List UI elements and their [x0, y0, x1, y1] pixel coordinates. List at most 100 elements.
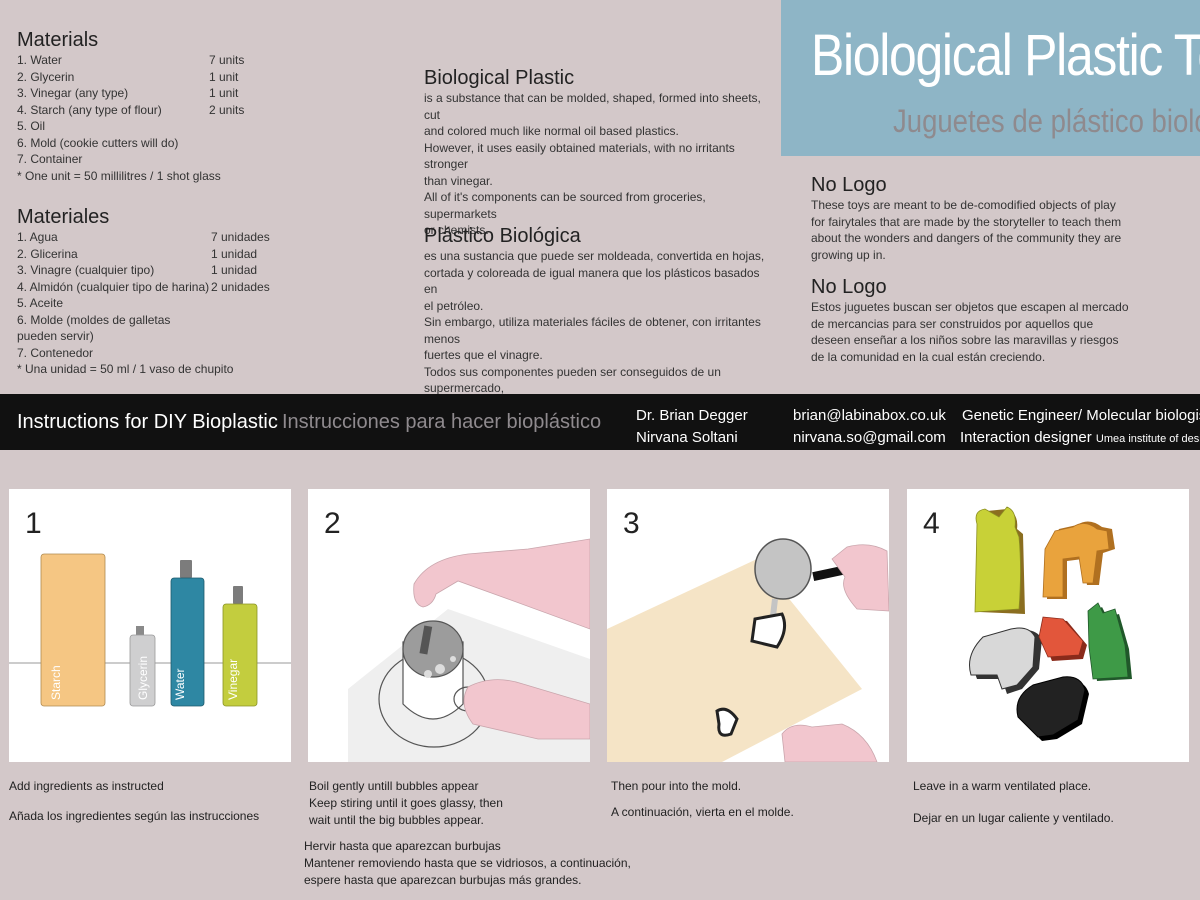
- step-3-caption-es: A continuación, vierta en el molde.: [611, 804, 794, 821]
- material-item: 6. Molde (moldes de galletas pueden serv…: [17, 312, 397, 345]
- author-2: Nirvana Soltani: [636, 429, 738, 446]
- material-qty: 1 unit: [209, 86, 239, 100]
- cup-contents: [402, 620, 464, 678]
- step-2-number: 2: [324, 507, 341, 540]
- bear-toy: [1016, 676, 1086, 738]
- bubble: [424, 670, 432, 678]
- caption-line: Then pour into the mold.: [611, 779, 742, 793]
- boiling-illustration: [348, 538, 590, 762]
- holding-hand: [781, 723, 878, 762]
- step-3-caption-en: Then pour into the mold.: [611, 778, 741, 795]
- ingredients-illustration: Starch Glycerin Water Vinegar: [9, 553, 291, 707]
- title-en: Biological Plastic Toys: [811, 23, 1200, 88]
- text-line: deseen enseñar a los niños sobre las mar…: [811, 333, 1119, 347]
- step-2-caption-en: Boil gently untill bubbles appear Keep s…: [309, 778, 503, 829]
- material-name: 2. Glycerin: [17, 69, 75, 84]
- material-name: 7. Container: [17, 152, 83, 166]
- bio-en-text: is a substance that can be molded, shape…: [424, 90, 774, 239]
- caption-line: Dejar en un lugar caliente y ventilado.: [913, 811, 1114, 825]
- mold-shape-1: [750, 612, 787, 649]
- material-name: 1. Agua: [17, 230, 58, 244]
- caption-line: Boil gently untill bubbles appear: [309, 779, 479, 793]
- text-line: Estos juguetes buscan ser objetos que es…: [811, 300, 1129, 314]
- material-item: 4. Starch (any type of flour) 2 units: [17, 102, 397, 119]
- vinegar-cap: [233, 586, 243, 604]
- bio-en-heading: Biological Plastic: [424, 67, 575, 89]
- material-item: 1. Water 7 units: [17, 52, 397, 69]
- step-1-caption-es: Añada los ingredientes según las instruc…: [9, 808, 259, 825]
- materials-en-list: 1. Water 7 units 2. Glycerin 1 unit 3. Vineg…: [17, 52, 397, 168]
- role-2: Interaction designer: [960, 429, 1092, 446]
- materials-en-section: Materials 1. Water 7 units 2. Glycerin 1 un…: [17, 29, 397, 184]
- material-item: 7. Contenedor: [17, 345, 397, 362]
- material-item: 6. Mold (cookie cutters will do): [17, 135, 397, 152]
- text-line: and colored much like normal oil based p…: [424, 124, 679, 138]
- cup-handle: [812, 565, 844, 582]
- text-line: These toys are meant to be de-comodified…: [811, 198, 1116, 212]
- step-4-caption-en: Leave in a warm ventilated place.: [913, 778, 1091, 795]
- author-1: Dr. Brian Degger: [636, 407, 748, 424]
- text-line: about the wonders and dangers of the com…: [811, 231, 1122, 245]
- step-4-card: 4: [907, 489, 1189, 762]
- materials-en-note: * One unit = 50 millilitres / 1 shot gla…: [17, 168, 221, 183]
- bio-es-heading: Plástico Biológica: [424, 225, 581, 247]
- stirring-stick: [419, 625, 433, 655]
- bubble: [450, 656, 456, 662]
- materials-en-heading: Materials: [17, 29, 99, 51]
- material-qty: 1 unidad: [211, 246, 258, 261]
- materials-es-heading: Materiales: [17, 206, 110, 228]
- vinegar-label: Vinegar: [226, 659, 240, 700]
- caption-line: Keep stiring until it goes glassy, then: [309, 796, 503, 810]
- glycerin-cap: [136, 626, 144, 635]
- material-item: 2. Glicerina 1 unidad: [17, 246, 397, 263]
- instructions-title-es: Instrucciones para hacer bioplástico: [282, 411, 602, 433]
- text-line: However, it uses easily obtained materia…: [424, 140, 735, 172]
- material-qty: 1 unidad: [211, 263, 258, 277]
- sheep-toy: [969, 627, 1036, 690]
- text-line: is a substance that can be molded, shape…: [424, 91, 761, 122]
- step-2-card: 2: [308, 489, 590, 762]
- step-1-caption-en: Add ingredients as instructed: [9, 778, 164, 795]
- fox-toy: [1038, 616, 1084, 658]
- bubble: [435, 664, 445, 674]
- text-line: cortada y coloreada de igual manera que …: [424, 265, 760, 297]
- text-line: de la comunidad en la cual están crecien…: [811, 349, 1046, 364]
- title-es: Juguetes de plástico biológico: [893, 103, 1200, 139]
- text-line: Sin embargo, utiliza materiales fáciles …: [424, 315, 761, 346]
- material-name: 3. Vinagre (cualquier tipo): [17, 263, 155, 277]
- nologo-en-section: No Logo These toys are meant to be de-co…: [811, 174, 1191, 263]
- nologo-es-heading: No Logo: [811, 276, 887, 298]
- materials-es-note: * Una unidad = 50 ml / 1 vaso de chupito: [17, 362, 234, 376]
- material-item: 7. Container: [17, 151, 397, 168]
- material-qty: 7 units: [209, 53, 245, 67]
- nologo-es-text: Estos juguetes buscan ser objetos que es…: [811, 299, 1191, 365]
- material-qty: 2 units: [209, 102, 245, 117]
- material-qty: 2 unidades: [211, 279, 270, 294]
- role-2-line: Interaction designer Umea institute of d…: [960, 429, 1200, 446]
- material-item: 1. Agua 7 unidades: [17, 229, 397, 246]
- glycerin-label: Glycerin: [136, 656, 150, 700]
- material-name: 5. Aceite: [17, 296, 64, 310]
- mold-shape-2: [715, 707, 739, 737]
- mold-sheet: [607, 559, 862, 762]
- text-line: el petróleo.: [424, 298, 484, 313]
- text-line: growing up in.: [811, 247, 886, 262]
- material-qty: 7 unidades: [211, 230, 270, 244]
- material-name: 1. Water: [17, 53, 62, 67]
- caption-line: Hervir hasta que aparezcan burbujas: [304, 839, 501, 853]
- toys-illustration: [969, 506, 1132, 741]
- step-2-caption-es: Hervir hasta que aparezcan burbujas Mant…: [304, 838, 631, 889]
- caption-line: Leave in a warm ventilated place.: [913, 779, 1092, 793]
- material-item: 5. Aceite: [17, 295, 397, 312]
- material-name: 5. Oil: [17, 119, 46, 133]
- stirring-hand: [413, 538, 590, 630]
- material-name: 6. Mold (cookie cutters will do): [17, 135, 179, 150]
- material-name: 3. Vinegar (any type): [17, 86, 129, 100]
- nologo-en-heading: No Logo: [811, 174, 887, 196]
- materials-es-list: 1. Agua 7 unidades 2. Glicerina 1 unidad 3. …: [17, 229, 397, 361]
- glycerin-bottle: [129, 634, 156, 707]
- pouring-hand: [831, 544, 889, 612]
- email-2: nirvana.so@gmail.com: [793, 429, 946, 446]
- bio-en-section: Biological Plastic is a substance that c…: [424, 67, 774, 239]
- cat-toy: [1087, 602, 1129, 680]
